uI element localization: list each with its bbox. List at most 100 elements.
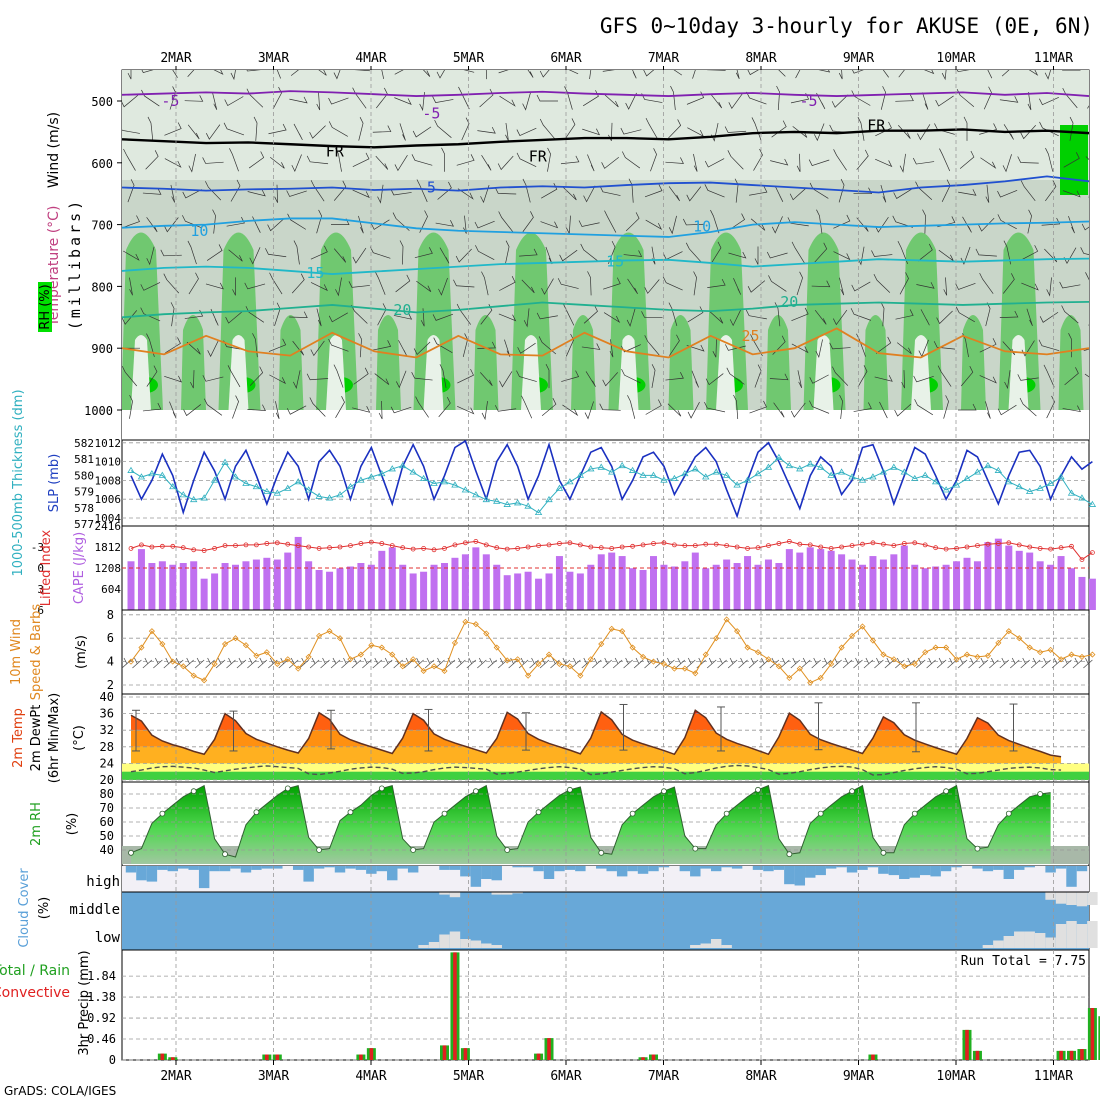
high-cloud-bar [1014,866,1025,870]
rh-point [661,788,667,795]
wind-barb [641,311,663,318]
isotherm-line [122,128,1089,149]
wind-barb [963,116,968,141]
wind-speed-point [953,656,960,663]
precip-convective-bar [369,1048,374,1060]
high-cloud-bar [940,866,952,872]
mid-cloud-bar [449,892,461,898]
cape-bar [723,559,731,610]
li-point [1090,550,1095,555]
rh-point [316,847,323,853]
wind-barb [662,276,683,291]
wind-speed-point [1026,644,1033,651]
wind-barb [246,70,261,72]
wind-barb [541,278,554,295]
rh-plume [511,232,553,410]
wind-speed-point [357,651,364,658]
cape-bar [1036,561,1044,610]
wind-barb [709,311,724,324]
wind-barb [518,657,529,669]
wind-barb [1009,657,1020,669]
wind-barb [979,123,998,135]
wind-barb [667,403,682,417]
high-cloud-bar [272,866,283,869]
wind-speed-point [295,665,302,672]
thickness-point [754,470,762,477]
rh-point [629,810,636,817]
top-date-axis: 2MAR 3MAR 4MAR 5MAR 6MAR 7MAR 8MAR 9MAR 10MAR 11M… [160,51,1073,70]
li-point [588,544,594,550]
low-cloud-bar [428,942,440,948]
cape-bar [211,573,219,610]
cape-bar [1068,568,1075,610]
rh-point [911,810,918,817]
precip-convective-bar [1090,1008,1095,1060]
wind-barb [416,280,432,292]
pressure-tick-label: 1000 [84,404,113,418]
wind-barb [643,70,655,77]
wind-barb [539,70,550,78]
li-point [170,543,176,549]
wind-barb [147,116,154,141]
cape-bar [754,564,762,610]
wind-barb [621,368,641,384]
wind-barb [291,154,302,172]
li-point [786,539,792,544]
wind-barb [710,93,723,109]
wind-barb [728,251,747,259]
cape-bar [430,564,438,610]
wind-barb [1020,124,1036,140]
thickness-point [921,471,929,478]
wind-barb [352,189,370,199]
low-cloud-bar [721,945,732,948]
li-point [807,542,813,548]
rh-point [410,847,417,853]
rh-point [817,810,824,817]
wind-barb [269,156,285,169]
li-point [191,547,197,553]
wind-speed-point [336,635,344,642]
wind-barb [523,308,530,328]
wind-barb [811,657,821,669]
li-point [975,543,980,548]
wind-barb [458,86,470,110]
thickness-tick-label: 580 [74,469,94,482]
high-cloud-bar [1076,866,1088,872]
wind-barb [272,86,282,110]
precip-convective-bar [1059,1050,1063,1060]
wind-barb [1038,339,1060,352]
cape-bar [336,568,344,610]
wind-barb [875,336,892,354]
rh-plume [766,315,791,410]
wind-barb [335,396,345,418]
wind-speed-point [869,637,877,644]
wind-barb [899,272,909,295]
li-point [201,548,207,553]
isotherm-label: 25 [742,327,760,345]
wind-barb [620,127,642,135]
wind-barb [187,124,200,140]
li-point [442,546,447,551]
high-cloud-bar [209,866,220,872]
wind-barb [545,246,553,265]
cape-bar [785,549,793,610]
wind-barb [814,309,827,325]
wind-barb [411,154,433,166]
precip-convective-bar [442,1045,447,1060]
wind-barb [874,657,884,669]
rh-plume [961,315,986,410]
mid-cloud-bar [1066,892,1077,905]
cape-bar [326,571,334,610]
wind-barb [1090,401,1093,419]
wind-barb [602,372,618,387]
thickness-point [660,476,668,483]
thickness-point [911,474,919,482]
li-point [724,543,730,548]
wind-speed-point [263,649,270,656]
wind-barb [457,188,474,200]
wind-barb [335,147,342,172]
wind-barb [390,188,412,196]
rh-point [692,845,699,852]
cape-bar [796,552,804,610]
high-cloud-bar [345,866,356,869]
